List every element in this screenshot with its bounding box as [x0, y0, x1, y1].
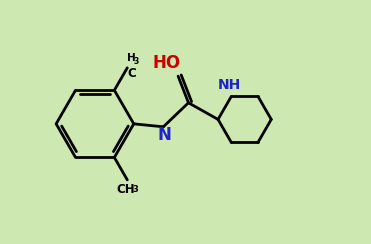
Text: H: H: [127, 53, 136, 63]
Text: CH: CH: [116, 183, 135, 196]
Text: 3: 3: [133, 57, 138, 66]
Text: C: C: [127, 67, 136, 80]
Text: N: N: [158, 126, 172, 144]
Text: NH: NH: [218, 78, 241, 92]
Text: HO: HO: [153, 54, 181, 72]
Text: 3: 3: [133, 185, 139, 194]
